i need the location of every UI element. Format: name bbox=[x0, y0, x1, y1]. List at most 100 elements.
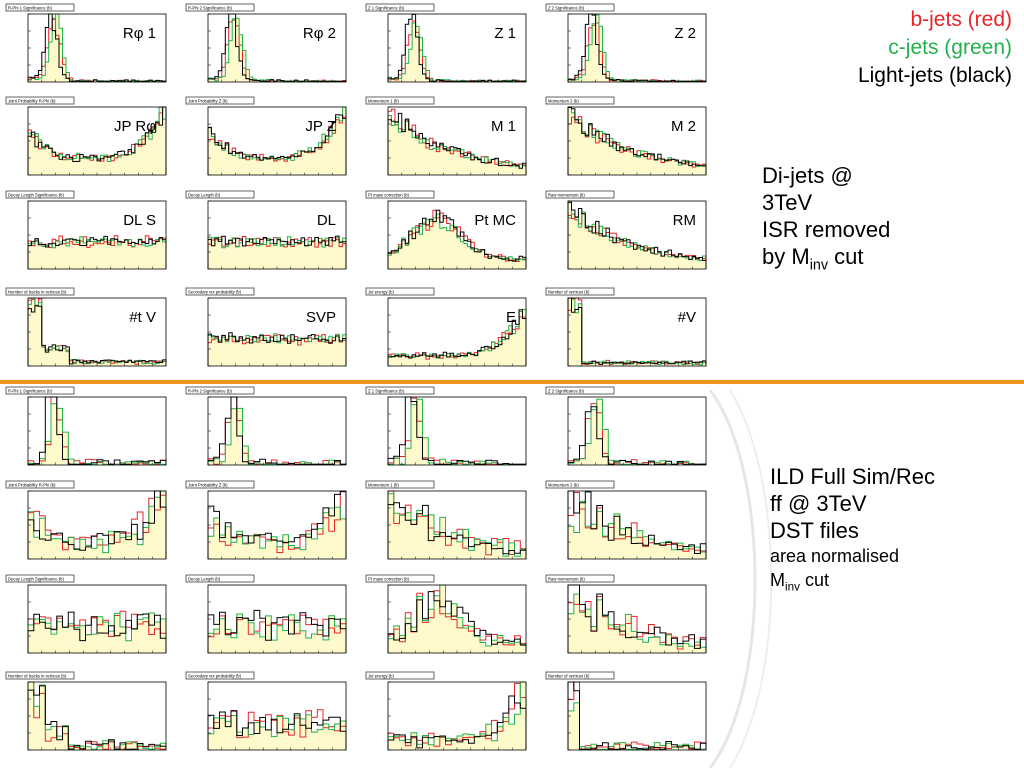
dijets-line4: by Minv cut bbox=[762, 243, 890, 279]
panel-label: M 1 bbox=[491, 118, 516, 135]
panel-title-box bbox=[5, 96, 75, 105]
series-light bbox=[387, 695, 527, 750]
dijets-line2: 3TeV bbox=[762, 190, 813, 215]
series-light bbox=[207, 13, 347, 82]
panel-title-box bbox=[545, 671, 615, 680]
panel-label: Rφ 1 bbox=[123, 25, 156, 42]
panel-title-box bbox=[5, 480, 75, 489]
panel-title: Decay Length Significance (b) bbox=[8, 577, 64, 582]
panel-title: Joint Probability R-Phi (b) bbox=[8, 99, 56, 104]
panel-title: Number of tracks in vertices (b) bbox=[8, 290, 67, 295]
histogram-panel: Pt mass correction (b) Pt MC bbox=[365, 190, 527, 270]
panel-title: Z 1 Significance (b) bbox=[368, 389, 405, 394]
histogram-panel: R-Phi 1 Significance (b) bbox=[5, 386, 167, 466]
series-light bbox=[207, 235, 347, 269]
series-fill bbox=[208, 408, 346, 465]
histogram-panel: Momentum 2 (b) M 2 bbox=[545, 96, 707, 176]
panel-title-box bbox=[545, 96, 615, 105]
panel-title-box bbox=[185, 287, 255, 296]
series-light bbox=[387, 591, 527, 653]
panel-title: Z 2 Significance (b) bbox=[548, 6, 585, 11]
panel-title: Secondary vtx probability (b) bbox=[188, 290, 242, 295]
series-light bbox=[567, 201, 707, 269]
series-b bbox=[567, 596, 707, 653]
histogram-panel: Joint Probability R-Phi (b) bbox=[5, 480, 167, 560]
panel-label: M 2 bbox=[671, 118, 696, 135]
series-b bbox=[387, 108, 527, 175]
series-light bbox=[207, 114, 347, 175]
ild-line5: Minv cut bbox=[770, 568, 935, 600]
panel-title: Z 1 Significance (b) bbox=[368, 6, 405, 11]
series-light bbox=[387, 112, 527, 175]
panel-title-box bbox=[365, 190, 435, 199]
panel-title: Number of vertices (b) bbox=[548, 674, 590, 679]
series-b bbox=[387, 590, 527, 653]
histogram-panel: Z 1 Significance (b) bbox=[365, 386, 527, 466]
panel-title: Momentum 1 (b) bbox=[368, 483, 399, 488]
legend-c-jets: c-jets (green) bbox=[888, 36, 1012, 59]
histogram-panel: Number of tracks in vertices (b) bbox=[5, 671, 167, 751]
panel-title: Joint Probability Z (b) bbox=[188, 99, 228, 104]
ild-line5-post: cut bbox=[799, 570, 829, 590]
series-light bbox=[567, 681, 707, 750]
panel-title: Raw momentum (b) bbox=[548, 577, 585, 582]
panel-label: Pt MC bbox=[474, 212, 516, 229]
panel-title: Jet energy (b) bbox=[368, 290, 394, 295]
series-light bbox=[387, 502, 527, 559]
panel-title: Secondary vtx probability (b) bbox=[188, 674, 242, 679]
dijets-line3: ISR removed bbox=[762, 217, 891, 242]
series-light bbox=[27, 490, 167, 559]
series-b bbox=[567, 681, 707, 750]
series-light bbox=[387, 309, 527, 366]
panel-title-box bbox=[5, 190, 75, 199]
histogram-panel: Momentum 2 (b) bbox=[545, 480, 707, 560]
histogram-panel: Decay Length Significance (b) bbox=[5, 574, 167, 654]
series-c bbox=[207, 333, 347, 366]
panel-frame bbox=[567, 681, 707, 751]
panel-title: Number of vertices (b) bbox=[548, 290, 590, 295]
panel-title-box bbox=[365, 574, 435, 583]
histogram-panel: Z 1 Significance (b) Z 1 bbox=[365, 3, 527, 83]
series-c bbox=[207, 613, 347, 653]
histogram-panel: Momentum 1 (b) bbox=[365, 480, 527, 560]
histogram-panel: Momentum 1 (b) M 1 bbox=[365, 96, 527, 176]
histogram-panel: R-Phi 1 Significance (b) Rφ 1 bbox=[5, 3, 167, 83]
histogram-panel: Z 2 Significance (b) Z 2 bbox=[545, 3, 707, 83]
panel-title-box bbox=[545, 190, 615, 199]
series-light bbox=[207, 609, 347, 653]
panel-label: RM bbox=[673, 212, 696, 229]
histogram-panel: Decay Length Significance (b) DL S bbox=[5, 190, 167, 270]
legend-light-jets: Light-jets (black) bbox=[857, 64, 1012, 87]
ild-line5-sub: inv bbox=[785, 580, 800, 594]
histogram-panel: Joint Probability R-Phi (b) JP Rφ bbox=[5, 96, 167, 176]
series-light bbox=[207, 491, 347, 559]
ild-line4: area normalised bbox=[770, 546, 900, 566]
panel-title: R-Phi 1 Significance (b) bbox=[8, 389, 53, 394]
panel-title-box bbox=[5, 574, 75, 583]
series-fill bbox=[568, 399, 706, 465]
panel-title-box bbox=[5, 386, 75, 395]
panel-title: Momentum 2 (b) bbox=[548, 99, 579, 104]
series-light bbox=[567, 297, 707, 366]
ild-line3: DST files bbox=[770, 518, 859, 543]
histogram-panel: Joint Probability Z (b) bbox=[185, 480, 347, 560]
dijets-line4-pre: by M bbox=[762, 244, 810, 269]
series-fill bbox=[28, 682, 166, 750]
series-c bbox=[387, 308, 527, 366]
panel-title: Jet energy (b) bbox=[368, 674, 394, 679]
legend-b-jets: b-jets (red) bbox=[910, 8, 1012, 31]
panel-title-box bbox=[365, 96, 435, 105]
histogram-panel: Raw momentum (b) RM bbox=[545, 190, 707, 270]
panel-title-box bbox=[365, 480, 435, 489]
panel-title: Pt mass correction (b) bbox=[368, 193, 410, 198]
panel-title-box bbox=[545, 480, 615, 489]
section-divider bbox=[0, 380, 1024, 384]
ild-line2: ff @ 3TeV bbox=[770, 491, 867, 516]
panel-title-box bbox=[185, 386, 255, 395]
histogram-panel: Pt mass correction (b) bbox=[365, 574, 527, 654]
panel-title-box bbox=[365, 3, 435, 12]
panel-title-box bbox=[545, 3, 615, 12]
histogram-panel: Secondary vtx probability (b) bbox=[185, 671, 347, 751]
